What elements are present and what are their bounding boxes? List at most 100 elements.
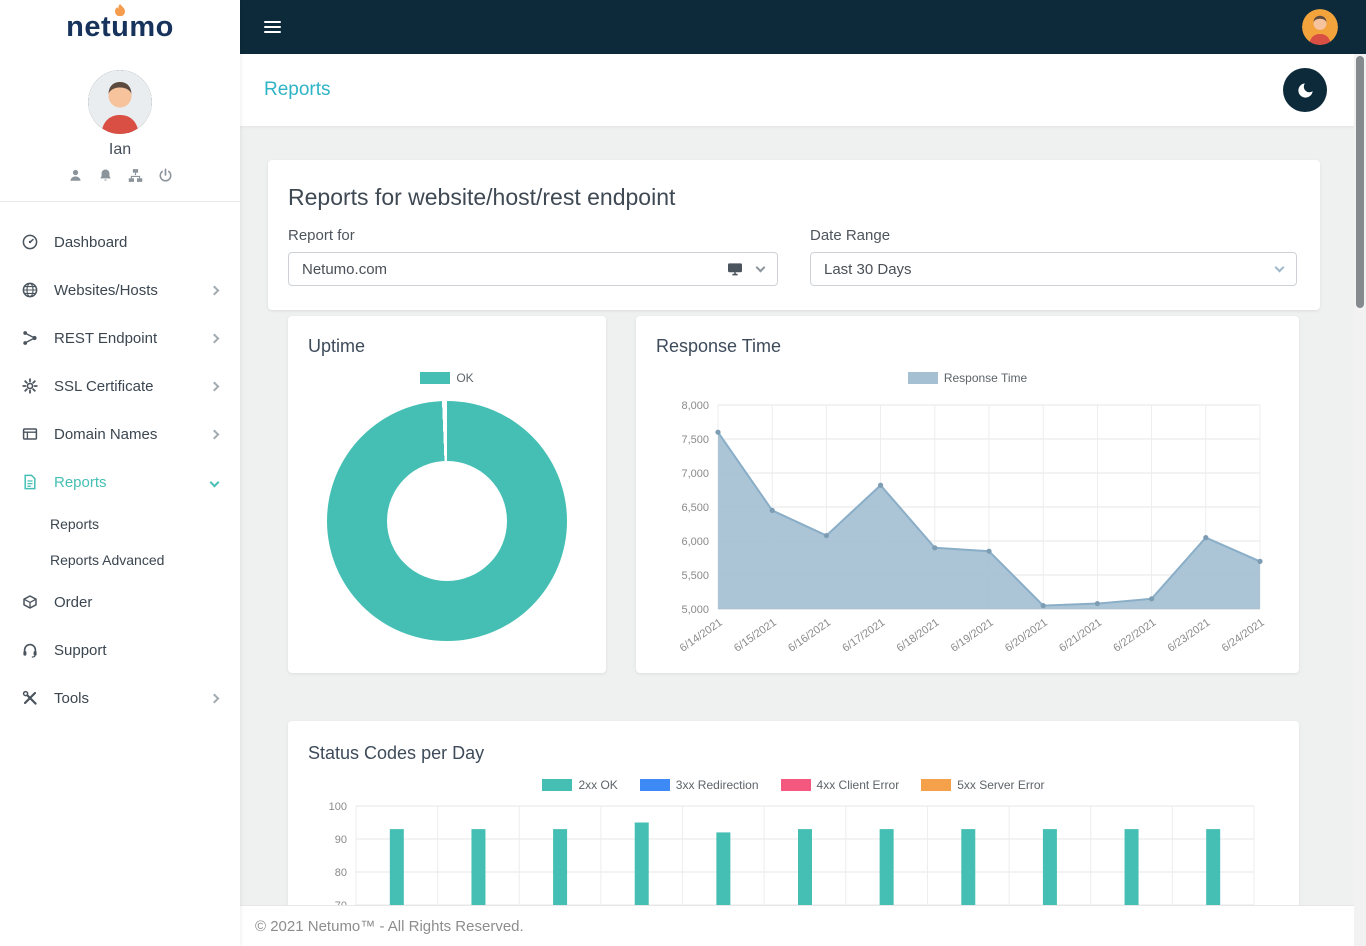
legend-swatch (639, 779, 670, 791)
bell-icon[interactable] (98, 168, 113, 183)
legend-swatch (907, 372, 938, 384)
sitemap-icon[interactable] (128, 168, 143, 183)
svg-text:7,000: 7,000 (681, 468, 709, 480)
sidebar-item-reports[interactable]: Reports (0, 458, 240, 506)
brand-logo-text: u (111, 10, 130, 43)
chevron-right-icon (209, 381, 220, 391)
sidebar-item-rest-endpoint[interactable]: REST Endpoint (0, 314, 240, 362)
sidebar-item-label: Domain Names (54, 425, 158, 443)
svg-text:6/16/2021: 6/16/2021 (786, 617, 833, 655)
reports-icon (22, 474, 40, 490)
report-for-select[interactable]: Netumo.com (288, 252, 778, 286)
power-icon[interactable] (158, 168, 173, 183)
flame-icon (115, 3, 126, 16)
date-range-value: Last 30 Days (824, 260, 912, 278)
sidebar-item-label: Support (54, 641, 107, 659)
order-box-icon (22, 594, 40, 610)
brand-logo[interactable]: net u mo (0, 0, 240, 54)
svg-text:6/24/2021: 6/24/2021 (1220, 617, 1267, 655)
report-for-label: Report for (288, 227, 355, 244)
legend-swatch (921, 779, 952, 791)
sidebar-item-websites-hosts[interactable]: Websites/Hosts (0, 266, 240, 314)
sidebar-item-label: Dashboard (54, 233, 128, 251)
sidebar-item-label: Reports (54, 473, 107, 491)
content: Reports for website/host/rest endpoint R… (240, 126, 1366, 946)
user-actions (0, 168, 240, 183)
dark-mode-toggle-button[interactable] (1283, 68, 1327, 112)
copyright-text: © 2021 Netumo™ - All Rights Reserved. (255, 917, 524, 935)
svg-text:5,000: 5,000 (681, 604, 709, 616)
chevron-down-icon (1274, 262, 1285, 272)
sidebar-item-domain-names[interactable]: Domain Names (0, 410, 240, 458)
svg-text:90: 90 (335, 834, 347, 846)
svg-text:6/23/2021: 6/23/2021 (1166, 617, 1213, 655)
hamburger-menu-button[interactable] (262, 14, 283, 40)
report-card-title: Reports for website/host/rest endpoint (288, 184, 676, 210)
legend-swatch (420, 372, 451, 384)
brand-logo-text: mo (129, 10, 174, 43)
legend-swatch (780, 779, 811, 791)
legend-item-2[interactable]: 4xx Client Error (780, 778, 899, 792)
scrollbar-track[interactable] (1354, 54, 1366, 946)
sidebar-item-ssl-certificate[interactable]: SSL Certificate (0, 362, 240, 410)
status-legend: 2xx OK 3xx Redirection 4xx Client Error 5xx… (308, 778, 1279, 792)
footer: © 2021 Netumo™ - All Rights Reserved. (240, 905, 1366, 946)
legend-label: Response Time (943, 371, 1028, 385)
date-range-select[interactable]: Last 30 Days (810, 252, 1297, 286)
report-for-value: Netumo.com (302, 260, 388, 278)
svg-text:6/15/2021: 6/15/2021 (732, 617, 779, 655)
svg-text:6/22/2021: 6/22/2021 (1111, 617, 1158, 655)
legend-item-0[interactable]: 2xx OK (542, 778, 618, 792)
sidebar-item-tools[interactable]: Tools (0, 674, 240, 722)
chevron-down-icon (755, 262, 766, 272)
rest-endpoint-icon (22, 330, 40, 346)
monitor-icon (727, 261, 743, 277)
svg-text:6/20/2021: 6/20/2021 (1003, 617, 1050, 655)
sidebar: net u mo Ian (0, 0, 240, 946)
sidebar-menu: Dashboard Websites/Hosts REST Endpoint S… (0, 202, 240, 722)
legend-label: 5xx Server Error (957, 778, 1045, 792)
sidebar-subitem-reports[interactable]: Reports (0, 506, 240, 542)
charts-row: Uptime OK Response Time Respon (288, 316, 1299, 673)
user-panel: Ian (0, 54, 240, 202)
sidebar-subitem-label: Reports Advanced (50, 552, 165, 568)
svg-text:6/19/2021: 6/19/2021 (949, 617, 996, 655)
chevron-right-icon (209, 429, 220, 439)
sidebar-subitem-reports-advanced[interactable]: Reports Advanced (0, 542, 240, 578)
svg-text:6/21/2021: 6/21/2021 (1057, 617, 1104, 655)
legend-item-1[interactable]: 3xx Redirection (639, 778, 759, 792)
legend-label: 3xx Redirection (675, 778, 759, 792)
domain-names-icon (22, 426, 40, 442)
chevron-right-icon (209, 285, 220, 295)
sidebar-item-dashboard[interactable]: Dashboard (0, 218, 240, 266)
sidebar-item-label: SSL Certificate (54, 377, 154, 395)
response-time-legend: Response Time (656, 371, 1279, 385)
sidebar-item-label: Tools (54, 689, 90, 707)
uptime-title: Uptime (308, 336, 366, 356)
chevron-down-icon (209, 477, 220, 487)
user-profile-icon[interactable] (68, 168, 83, 183)
legend-label: 2xx OK (578, 778, 618, 792)
topbar-avatar[interactable] (1302, 9, 1338, 45)
dashboard-icon (22, 234, 40, 250)
page-title: Reports (264, 79, 331, 100)
user-name: Ian (108, 141, 132, 158)
legend-item-3[interactable]: 5xx Server Error (921, 778, 1045, 792)
svg-text:5,500: 5,500 (681, 570, 709, 582)
uptime-card: Uptime OK (288, 316, 606, 673)
legend-label: OK (456, 371, 474, 385)
legend-item-ok[interactable]: OK (420, 371, 474, 385)
svg-text:8,000: 8,000 (681, 400, 709, 412)
svg-text:100: 100 (329, 801, 347, 813)
sidebar-item-support[interactable]: Support (0, 626, 240, 674)
legend-item-response-time[interactable]: Response Time (907, 371, 1028, 385)
report-filter-card: Reports for website/host/rest endpoint R… (268, 160, 1320, 310)
reports-submenu: Reports Reports Advanced (0, 506, 240, 578)
svg-text:6,500: 6,500 (681, 502, 709, 514)
scrollbar-thumb[interactable] (1356, 56, 1364, 308)
svg-text:80: 80 (335, 867, 347, 879)
sidebar-item-label: Websites/Hosts (54, 281, 158, 299)
sidebar-item-label: REST Endpoint (54, 329, 158, 347)
sidebar-item-order[interactable]: Order (0, 578, 240, 626)
